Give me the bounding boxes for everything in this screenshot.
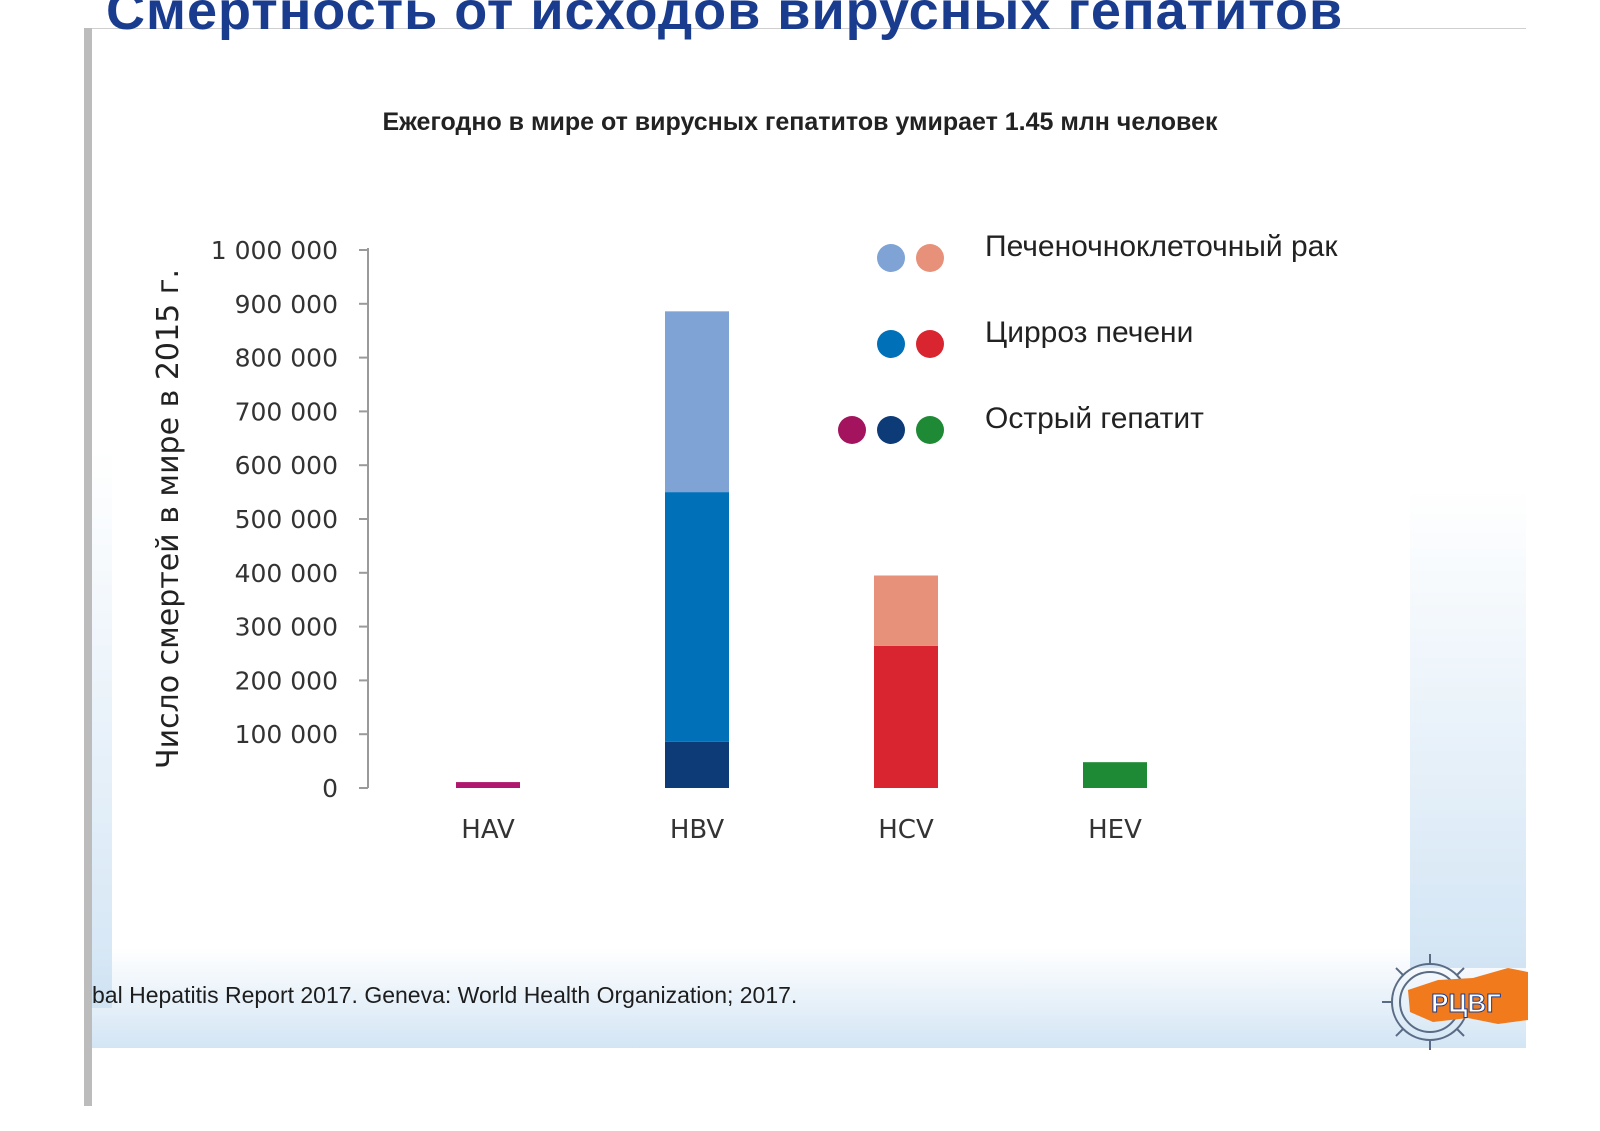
y-tick-label: 200 000 <box>235 666 338 695</box>
legend-dot <box>916 416 944 444</box>
source-citation: bal Hepatitis Report 2017. Geneva: World… <box>92 982 798 1008</box>
y-tick-label: 0 <box>322 774 338 803</box>
slide-title: Смертность от исходов вирусных гепатитов <box>106 0 1344 41</box>
rcvg-logo: РЦВГ <box>1382 954 1528 1050</box>
x-category-label: HBV <box>670 815 725 845</box>
y-tick-label: 1 000 000 <box>211 236 338 265</box>
x-category-label: HAV <box>461 815 515 845</box>
y-tick-label: 800 000 <box>235 344 338 373</box>
y-tick-label: 500 000 <box>235 505 338 534</box>
background-wave-bottom <box>86 948 1526 1048</box>
legend-dot <box>916 330 944 358</box>
bars: HAV HBV HCV HEV <box>456 311 1147 845</box>
y-tick-label: 400 000 <box>235 559 338 588</box>
logo-text: РЦВГ <box>1431 988 1501 1018</box>
background-wave-right <box>1410 488 1526 968</box>
bar-hbv-segment <box>665 741 729 788</box>
logo-map-shape <box>1408 968 1528 1024</box>
bar-hbv-segment <box>665 492 729 742</box>
bar-hev-segment <box>1083 762 1147 788</box>
slide-top-rule <box>92 28 1526 29</box>
y-tick-label: 700 000 <box>235 397 338 426</box>
slide-subtitle: Ежегодно в мире от вирусных гепатитов ум… <box>382 108 1218 136</box>
y-axis: 0 100 000 200 000 300 000 400 000 500 000 600 … <box>151 236 369 803</box>
slide <box>86 28 1526 1100</box>
legend-label: Острый гепатит <box>985 402 1204 435</box>
bar-hav-segment <box>456 782 520 788</box>
bar-hcv-segment <box>874 645 938 788</box>
legend-dot <box>877 330 905 358</box>
legend-dot <box>916 244 944 272</box>
y-tick-label: 600 000 <box>235 451 338 480</box>
legend-dot <box>838 416 866 444</box>
bar-hcv-segment <box>874 575 938 646</box>
y-tick-label: 100 000 <box>235 720 338 749</box>
legend: Печеночноклеточный рак Цирроз печени Остры… <box>838 230 1338 444</box>
legend-dot <box>877 244 905 272</box>
x-category-label: HEV <box>1088 815 1142 845</box>
y-axis-label: Число смертей в мире в 2015 г. <box>151 269 186 769</box>
y-tick-label: 900 000 <box>235 290 338 319</box>
x-category-label: HCV <box>878 815 934 845</box>
slide-left-border <box>84 28 92 1106</box>
bar-hbv-segment <box>665 311 729 493</box>
legend-label: Цирроз печени <box>985 316 1193 349</box>
legend-dot <box>877 416 905 444</box>
y-tick-label: 300 000 <box>235 613 338 642</box>
legend-label: Печеночноклеточный рак <box>985 230 1338 263</box>
